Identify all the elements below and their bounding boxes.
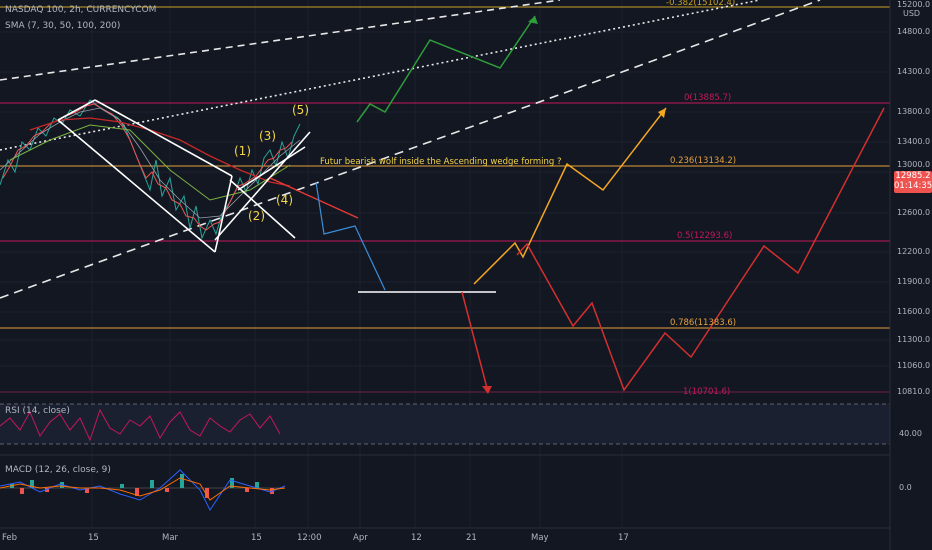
rsi-label[interactable]: RSI (14, close)	[5, 406, 70, 416]
time-tick: 21	[466, 533, 477, 543]
annotation-text[interactable]: Futur bearish wolf inside the Ascending …	[320, 157, 562, 167]
wave-label-3: (3)	[259, 129, 276, 143]
fib-lines[interactable]	[0, 6, 890, 393]
currency-label[interactable]: USD	[903, 9, 921, 18]
pattern-lines[interactable]	[57, 99, 496, 293]
fib-label-0: 0(13885.7)	[684, 93, 732, 103]
symbol-title[interactable]: NASDAQ 100, 2h, CURRENCYCOM	[5, 5, 157, 15]
price-tick: 11300.0	[897, 335, 931, 344]
fib-label-05: 0.5(12293.6)	[677, 231, 733, 241]
time-tick: May	[531, 533, 549, 543]
price-tick: 11600.0	[897, 307, 931, 316]
wave-label-2: (2)	[248, 209, 265, 223]
orange-projection[interactable]	[473, 107, 667, 285]
fib-label-neg0382: -0.382(15102.4)	[666, 0, 736, 8]
time-tick: 15	[88, 533, 99, 543]
fib-label-1: 1(10701.6)	[683, 387, 731, 397]
ascending-channel[interactable]	[0, 0, 821, 299]
fib-label-0236: 0.236(13134.2)	[670, 156, 737, 166]
price-tick: 13800.0	[897, 107, 931, 116]
price-tick: 11900.0	[897, 277, 931, 286]
time-tick: 12:00	[297, 533, 322, 543]
current-price: 12985.2	[895, 171, 931, 181]
rsi-pane[interactable]	[0, 403, 890, 445]
red-projection[interactable]	[461, 291, 489, 393]
time-tick: 15	[251, 533, 262, 543]
price-tick: 13400.0	[897, 137, 931, 146]
macd-pane[interactable]	[0, 454, 890, 511]
price-tick: 14300.0	[897, 67, 931, 76]
price-tick: 14800.0	[897, 27, 931, 36]
price-tick: 11060.0	[897, 361, 931, 370]
price-tick: 12200.0	[897, 247, 931, 256]
current-price-tag[interactable]: 12985.2 01:14:35	[894, 171, 932, 193]
green-projection[interactable]	[356, 15, 536, 123]
time-tick: Mar	[162, 533, 179, 543]
macd-label[interactable]: MACD (12, 26, close, 9)	[5, 465, 111, 475]
sma-indicator-label[interactable]: SMA (7, 30, 50, 100, 200)	[5, 21, 121, 31]
bar-countdown: 01:14:35	[894, 181, 932, 191]
price-tick: 13000.0	[897, 160, 931, 169]
wave-label-4: (4)	[276, 193, 293, 207]
wave-label-5: (5)	[292, 103, 309, 117]
price-axis-top: 15200.0	[897, 0, 931, 9]
rsi-axis-tick: 40.00	[899, 429, 922, 438]
time-tick: 12	[411, 533, 422, 543]
time-tick: Feb	[2, 533, 18, 543]
fib-label-0786: 0.786(11383.6)	[670, 318, 737, 328]
price-series	[0, 99, 301, 240]
macd-axis-tick: 0.0	[899, 483, 912, 492]
time-tick: Apr	[353, 533, 368, 543]
price-tick: 10810.0	[897, 387, 931, 396]
blue-projection[interactable]	[315, 181, 386, 291]
wave-label-1: (1)	[234, 144, 251, 158]
price-tick: 12600.0	[897, 208, 931, 217]
time-tick: 17	[618, 533, 629, 543]
